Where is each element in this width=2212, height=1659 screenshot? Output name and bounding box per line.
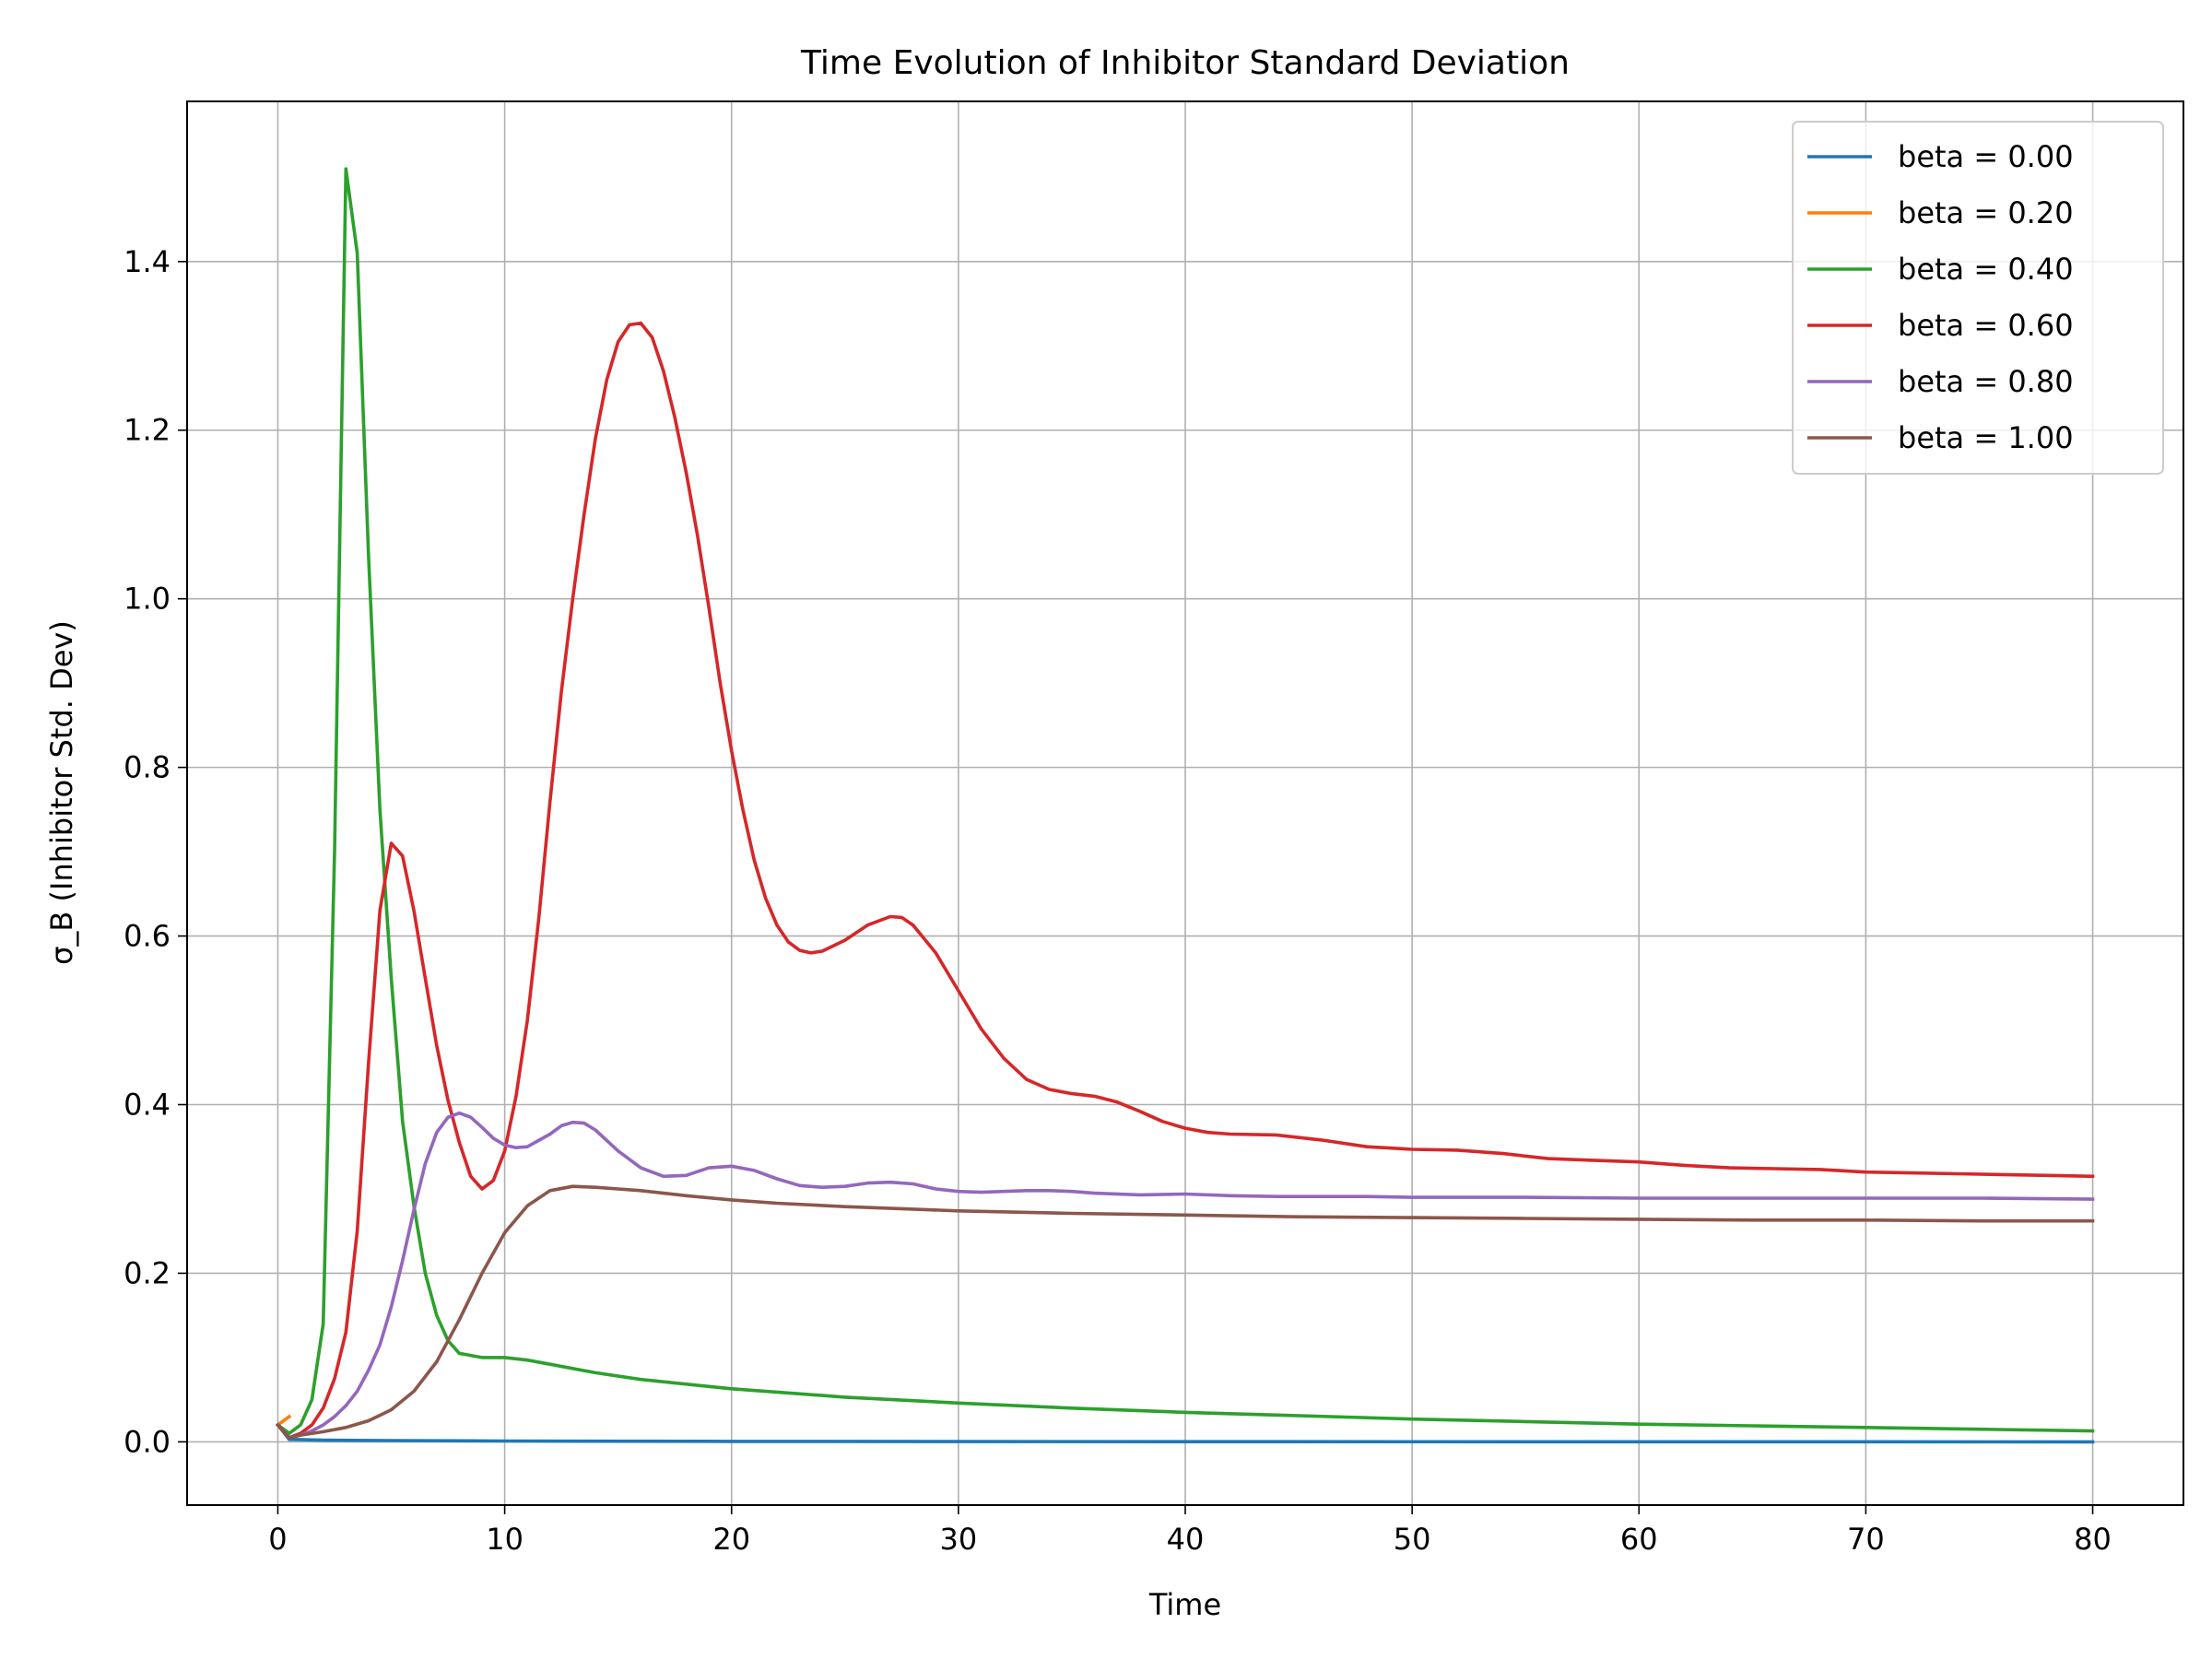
- y-tick-label: 0.4: [124, 1088, 171, 1123]
- legend-label: beta = 0.80: [1898, 364, 2074, 399]
- series-layer: [275, 167, 2095, 1444]
- series-line-0: [275, 1422, 2095, 1444]
- y-tick-label: 1.2: [124, 413, 171, 448]
- y-tick-label: 1.0: [124, 582, 171, 617]
- series-line-4: [275, 1111, 2095, 1440]
- legend: beta = 0.00 beta = 0.20 beta = 0.40 beta = …: [1792, 121, 2164, 475]
- legend-label: beta = 0.60: [1898, 308, 2074, 343]
- series-line-2: [275, 167, 2095, 1435]
- plot-frame: [186, 100, 2184, 1506]
- y-tick-label: 0.6: [124, 919, 171, 954]
- legend-label: beta = 0.40: [1898, 252, 2074, 287]
- x-tick-label: 30: [940, 1522, 978, 1557]
- x-tick-label: 50: [1394, 1522, 1431, 1557]
- series-line-5: [275, 1184, 2095, 1440]
- legend-label: beta = 1.00: [1898, 420, 2074, 455]
- y-tick-label: 0.2: [124, 1255, 171, 1290]
- legend-label: beta = 0.20: [1898, 195, 2074, 230]
- y-tick-label: 0.0: [124, 1424, 171, 1459]
- y-axis-label: σ_B (Inhibitor Std. Dev): [44, 620, 79, 965]
- chart-title: Time Evolution of Inhibitor Standard Dev…: [800, 44, 1570, 82]
- x-tick-label: 20: [712, 1522, 750, 1557]
- series-line-3: [275, 321, 2095, 1440]
- x-tick-label: 60: [1620, 1522, 1658, 1557]
- legend-label: beta = 0.00: [1898, 139, 2074, 174]
- x-tick-label: 40: [1167, 1522, 1205, 1557]
- ticks: 0 10 20 30 40 50 60 70 80 0.0 0.2 0.4 0.6 0.8 1.0 1.2 1.…: [124, 244, 2112, 1557]
- x-tick-label: 70: [1847, 1522, 1885, 1557]
- x-tick-label: 80: [2074, 1522, 2112, 1557]
- x-tick-label: 10: [486, 1522, 524, 1557]
- y-tick-label: 1.4: [124, 244, 171, 279]
- x-axis-label: Time: [1148, 1587, 1221, 1622]
- x-tick-label: 0: [268, 1522, 287, 1557]
- series-line-1: [275, 1414, 292, 1428]
- legend-box: [1792, 121, 2164, 475]
- y-tick-label: 0.8: [124, 750, 171, 785]
